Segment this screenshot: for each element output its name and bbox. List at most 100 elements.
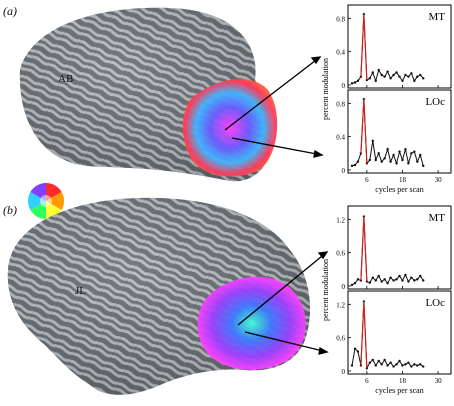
data-point — [383, 358, 386, 362]
x-tick-label: 30 — [435, 377, 443, 385]
data-point — [353, 81, 357, 84]
y-tick-label: 0.6 — [336, 250, 345, 258]
plot-a-loc: 0.8 0.4 0 6 18 30 LOc — [336, 89, 452, 184]
data-point — [374, 158, 377, 162]
retinotopic-overlay-b — [197, 276, 306, 370]
data-point — [407, 280, 410, 283]
data-point — [353, 282, 357, 285]
y-tick-label: 0 — [342, 167, 346, 175]
data-point — [395, 278, 398, 281]
signal-peak — [360, 216, 368, 282]
y-tick-label: 0.4 — [336, 134, 345, 142]
data-point — [413, 150, 416, 153]
data-point — [383, 75, 386, 78]
data-point — [419, 73, 422, 77]
data-point — [401, 158, 404, 162]
data-point — [356, 350, 360, 353]
data-point — [368, 361, 372, 364]
data-point — [374, 364, 377, 367]
y-tick-label: 0.8 — [336, 100, 345, 108]
data-point — [395, 162, 398, 165]
panel-label-a: (a) — [3, 4, 17, 18]
data-point — [371, 276, 374, 279]
data-point — [377, 152, 380, 155]
data-point — [398, 150, 401, 153]
data-point — [356, 278, 360, 281]
y-tick-label: 1.2 — [336, 301, 345, 309]
data-point — [368, 77, 372, 80]
plot-title: MT — [429, 11, 446, 23]
data-point — [404, 363, 407, 366]
plot-a-mt: 0.8 0.4 0 MT — [336, 4, 452, 90]
data-point — [374, 279, 377, 282]
data-point — [410, 276, 413, 279]
data-point — [368, 281, 372, 284]
y-tick-label: 0 — [342, 283, 346, 291]
data-point — [371, 71, 374, 74]
y-tick-label: 0 — [342, 368, 346, 376]
data-point — [407, 75, 410, 78]
x-tick-label: 30 — [435, 176, 443, 184]
data-point — [419, 153, 422, 157]
data-point — [410, 365, 413, 368]
data-point — [389, 276, 392, 279]
data-point — [401, 364, 404, 367]
data-point — [401, 279, 404, 282]
data-point — [398, 359, 401, 363]
panel-label-b: (b) — [3, 203, 17, 217]
data-point — [419, 274, 422, 278]
y-axis-label: percent modulation — [321, 259, 330, 321]
data-point — [392, 73, 395, 77]
data-point — [356, 79, 360, 83]
data-point — [404, 147, 407, 151]
data-point — [401, 79, 404, 83]
x-tick-label: 18 — [399, 176, 407, 184]
data-point — [407, 361, 410, 364]
arrow-a-loc — [231, 137, 323, 156]
plot-b-mt: 1.2 0.6 0 MT — [336, 205, 452, 291]
data-point — [386, 70, 389, 73]
data-point — [380, 363, 383, 366]
data-point — [416, 278, 419, 281]
brain-b — [7, 197, 311, 395]
data-point — [386, 147, 389, 151]
data-point — [413, 79, 416, 83]
data-point — [368, 158, 372, 162]
x-tick-label: 6 — [365, 377, 369, 385]
data-point — [380, 280, 383, 283]
data-point — [377, 359, 380, 363]
signal-peak — [360, 301, 368, 369]
data-point — [404, 73, 407, 77]
data-point — [419, 363, 422, 366]
plot-b-loc: 1.2 0.6 0 6 18 30 LOc — [336, 290, 452, 385]
signal-peak — [360, 99, 368, 164]
data-point — [392, 153, 395, 157]
data-point — [395, 71, 398, 74]
brain-a — [19, 7, 278, 182]
arrows — [224, 56, 329, 355]
y-axis-label: percent modulation — [321, 58, 330, 120]
y-tick-label: 0.8 — [336, 15, 345, 23]
subject-label-a: AB — [58, 73, 74, 85]
x-axis-label: cycles per scan — [375, 185, 423, 194]
data-point — [413, 363, 416, 366]
arrow-b-loc — [244, 331, 328, 353]
data-point — [383, 278, 386, 281]
data-point — [392, 365, 395, 368]
data-point — [398, 75, 401, 78]
arrow-a-mt — [224, 56, 321, 131]
data-point — [422, 77, 425, 80]
data-point — [386, 282, 389, 285]
plots: 0.8 0.4 0 MT 0.8 0.4 0 6 18 30 LOc percent modulati… — [321, 4, 452, 395]
data-point — [356, 160, 360, 163]
data-point — [416, 364, 419, 367]
y-tick-label: 0.6 — [336, 335, 345, 343]
data-point — [386, 364, 389, 367]
data-point — [377, 274, 380, 278]
data-point — [422, 365, 425, 368]
data-point — [410, 152, 413, 155]
plot-title: LOc — [425, 297, 445, 309]
data-point — [422, 164, 425, 168]
data-point — [404, 273, 407, 277]
